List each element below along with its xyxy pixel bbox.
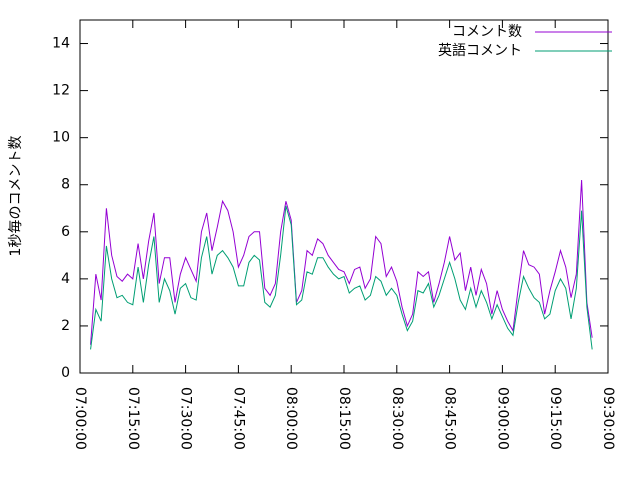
- x-tick-label: 09:00:00: [494, 387, 510, 450]
- y-tick-label: 10: [52, 130, 70, 146]
- y-tick-label: 6: [61, 224, 70, 240]
- y-axis-label: 1秒毎のコメント数: [8, 136, 24, 257]
- x-tick-label: 09:30:00: [600, 387, 616, 450]
- data-line: [90, 180, 593, 345]
- x-tick-label: 08:00:00: [283, 387, 299, 450]
- y-tick-label: 14: [52, 36, 70, 52]
- plot-border: [79, 19, 609, 374]
- y-tick-label: 4: [61, 271, 70, 287]
- y-tick-label: 12: [52, 83, 70, 99]
- legend-label: コメント数: [452, 24, 522, 40]
- x-tick-label: 07:15:00: [125, 387, 141, 450]
- x-tick-label: 07:45:00: [230, 387, 246, 450]
- y-tick-label: 2: [61, 318, 70, 334]
- x-tick-label: 08:30:00: [389, 387, 405, 450]
- x-tick-label: 08:15:00: [336, 387, 352, 450]
- x-tick-label: 07:30:00: [178, 387, 194, 450]
- x-tick-label: 07:00:00: [72, 387, 88, 450]
- x-tick-label: 09:15:00: [547, 387, 563, 450]
- data-line: [90, 205, 593, 350]
- y-tick-label: 0: [61, 365, 70, 381]
- y-tick-label: 8: [61, 177, 70, 193]
- x-tick-label: 08:45:00: [442, 387, 458, 450]
- legend-label: 英語コメント: [438, 42, 522, 59]
